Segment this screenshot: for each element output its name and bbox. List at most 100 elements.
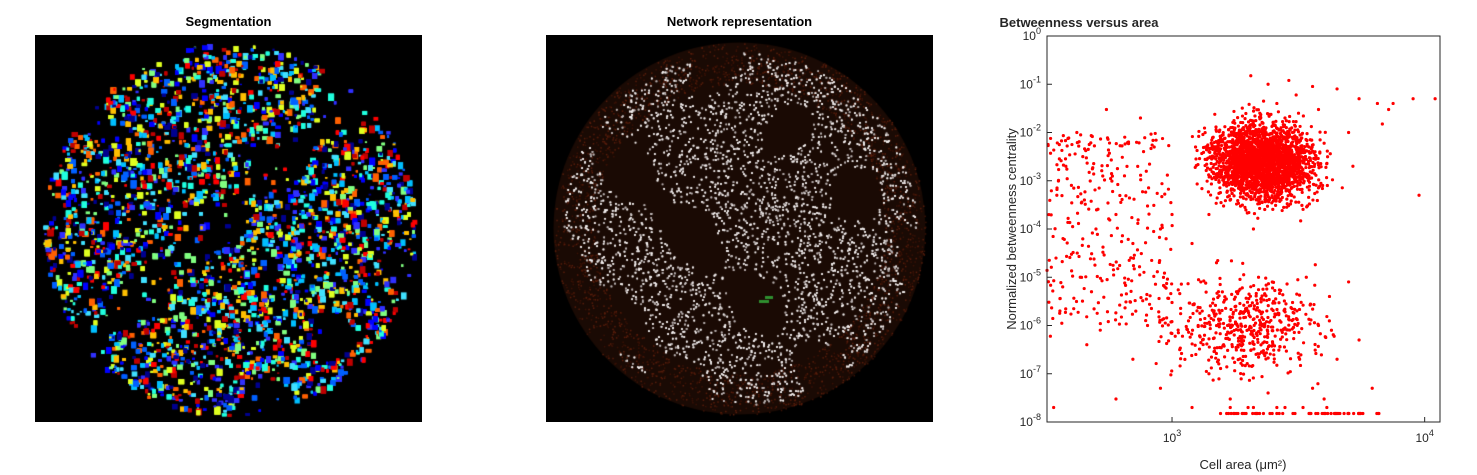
data-point [1297,330,1301,334]
data-point [1203,324,1207,329]
data-point [1145,292,1149,297]
data-point [1225,411,1229,416]
data-point [1266,356,1270,360]
data-point [1280,208,1284,213]
data-point [1307,202,1311,206]
data-point [1307,317,1311,321]
data-point [1187,330,1191,334]
data-point [1211,318,1216,322]
data-point [1320,186,1324,191]
data-point [1149,132,1153,136]
data-point [1221,178,1225,182]
data-point [1304,137,1308,142]
data-point [1287,78,1291,83]
data-point [1232,411,1236,416]
data-point [1304,312,1308,316]
data-point [1120,155,1124,159]
data-point [1092,307,1096,311]
data-point [1218,191,1223,195]
data-point [1223,295,1227,299]
data-point [1347,411,1351,416]
data-point [1262,186,1267,190]
data-point [1122,174,1127,178]
data-point [1276,169,1281,174]
data-point [1263,139,1267,143]
data-point [1094,227,1098,231]
data-point [1083,202,1087,206]
data-point [1258,129,1262,134]
data-point [1158,386,1163,390]
data-point [1272,191,1276,195]
data-point [1229,197,1233,201]
data-point [1240,172,1244,176]
data-point [1239,371,1243,376]
data-point [1214,331,1218,335]
data-point [1217,325,1221,329]
data-point [1217,294,1221,298]
data-point [1259,153,1263,158]
data-point [1193,145,1198,149]
data-point [1325,155,1330,159]
data-point [1281,137,1285,141]
data-point [1218,411,1223,416]
data-point [1070,142,1074,147]
data-point [1316,161,1320,165]
data-point [1092,257,1096,261]
data-point [1105,278,1109,282]
data-point [1291,325,1296,329]
data-point [1190,332,1194,336]
data-point [1126,277,1130,281]
data-point [1265,132,1269,137]
data-point [1112,273,1116,277]
data-point [1278,345,1282,349]
data-point [1126,142,1131,146]
data-point [1169,291,1173,296]
data-point [1211,135,1215,139]
data-point [1052,279,1056,283]
data-point [1289,186,1293,190]
data-point [1210,170,1214,174]
data-point [1187,301,1191,305]
data-point [1318,130,1322,134]
data-point [1106,148,1111,152]
data-point [1166,323,1170,327]
data-point [1244,142,1249,146]
data-point [1296,111,1301,115]
data-point [1305,185,1309,189]
data-point [1227,337,1231,341]
data-point [1228,315,1232,319]
data-point [1217,143,1221,148]
data-point [1161,275,1166,279]
data-point [1293,128,1297,132]
data-point [1240,167,1245,171]
data-point [1274,126,1279,130]
data-point [1085,161,1089,165]
data-point [1307,174,1311,178]
data-point [1267,178,1272,182]
data-point [1069,183,1074,187]
data-point [1239,377,1243,381]
data-point [1298,187,1302,192]
data-point [1268,181,1272,185]
data-point [1170,331,1174,336]
data-point [1265,298,1269,303]
data-point [1290,318,1294,323]
data-point [1273,194,1277,198]
data-point [1114,311,1118,315]
data-point [1338,411,1342,416]
data-point [1247,378,1252,382]
data-point [1277,288,1282,292]
data-point [1292,311,1296,315]
data-point [1233,121,1237,125]
data-point [1076,310,1080,314]
data-point [1226,152,1230,156]
data-point [1209,161,1213,166]
y-tick-label: 10-8 [1020,412,1041,429]
data-point [1264,168,1268,172]
data-point [1069,312,1073,316]
data-point [1255,141,1260,145]
data-point [1179,282,1183,286]
y-tick-label: 10-4 [1020,219,1041,236]
data-point [1283,116,1287,120]
data-point [1259,157,1263,161]
